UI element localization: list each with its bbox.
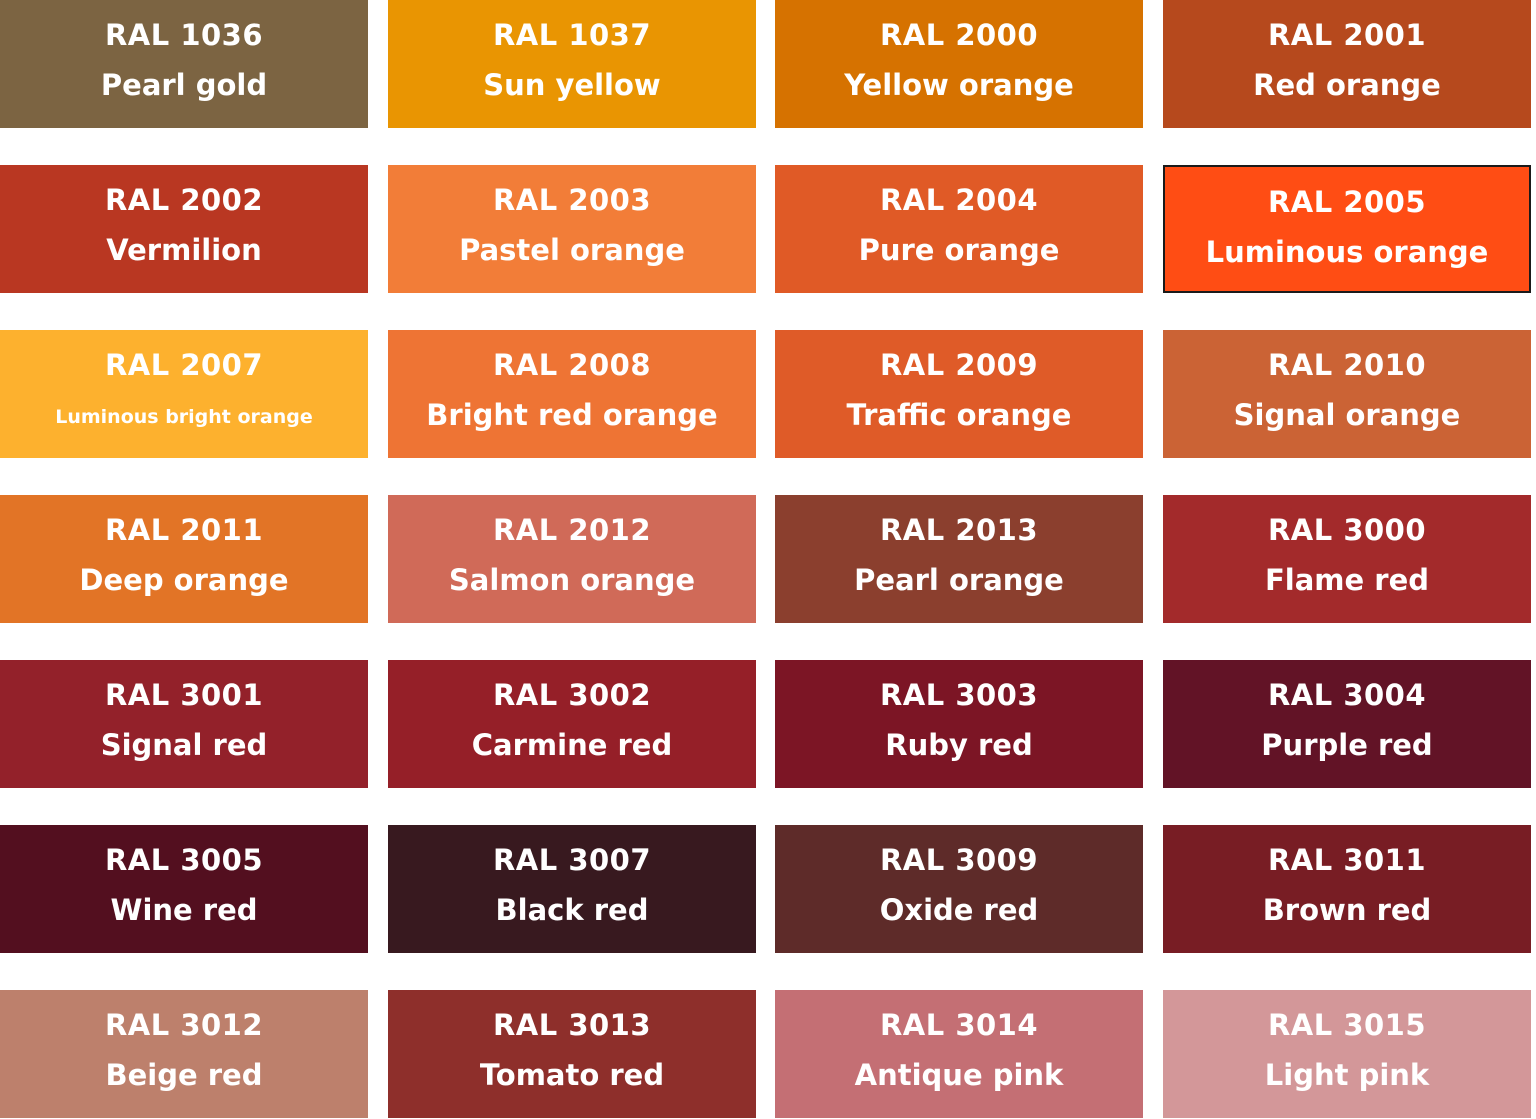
swatch-code: RAL 3004 <box>1267 678 1427 712</box>
color-swatch[interactable]: RAL 3015 Light pink <box>1163 990 1531 1118</box>
color-swatch[interactable]: RAL 1036 Pearl gold <box>0 0 368 128</box>
color-swatch[interactable]: RAL 2003 Pastel orange <box>388 165 756 293</box>
swatch-name: Oxide red <box>879 893 1039 927</box>
color-swatch[interactable]: RAL 3005 Wine red <box>0 825 368 953</box>
color-swatch[interactable]: RAL 3001 Signal red <box>0 660 368 788</box>
swatch-name: Salmon orange <box>448 563 696 597</box>
color-swatch[interactable]: RAL 3009 Oxide red <box>775 825 1143 953</box>
color-swatch[interactable]: RAL 3012 Beige red <box>0 990 368 1118</box>
swatch-code: RAL 2007 <box>104 348 264 382</box>
color-swatch[interactable]: RAL 2010 Signal orange <box>1163 330 1531 458</box>
color-swatch[interactable]: RAL 2000 Yellow orange <box>775 0 1143 128</box>
color-swatch[interactable]: RAL 2009 Traffic orange <box>775 330 1143 458</box>
swatch-code: RAL 3012 <box>104 1008 264 1042</box>
swatch-name: Wine red <box>110 893 258 927</box>
color-swatch[interactable]: RAL 3003 Ruby red <box>775 660 1143 788</box>
swatch-code: RAL 3009 <box>879 843 1039 877</box>
swatch-name: Black red <box>495 893 649 927</box>
swatch-code: RAL 2003 <box>492 183 652 217</box>
swatch-code: RAL 2012 <box>492 513 652 547</box>
swatch-code: RAL 3001 <box>104 678 264 712</box>
swatch-name: Light pink <box>1264 1058 1430 1092</box>
swatch-name: Vermilion <box>106 233 262 267</box>
swatch-name: Pastel orange <box>459 233 685 267</box>
swatch-name: Ruby red <box>885 728 1033 762</box>
swatch-name: Signal red <box>100 728 268 762</box>
swatch-name: Beige red <box>105 1058 263 1092</box>
swatch-code: RAL 2010 <box>1267 348 1427 382</box>
swatch-code: RAL 2004 <box>879 183 1039 217</box>
swatch-code: RAL 3015 <box>1267 1008 1427 1042</box>
swatch-code: RAL 2013 <box>879 513 1039 547</box>
color-swatch[interactable]: RAL 2008 Bright red orange <box>388 330 756 458</box>
swatch-code: RAL 2000 <box>879 18 1039 52</box>
swatch-name: Brown red <box>1262 893 1432 927</box>
swatch-code: RAL 2001 <box>1267 18 1427 52</box>
swatch-code: RAL 3005 <box>104 843 264 877</box>
swatch-name: Luminous bright orange <box>55 406 313 428</box>
swatch-name: Flame red <box>1264 563 1430 597</box>
swatch-name: Pearl orange <box>854 563 1064 597</box>
swatch-code: RAL 3000 <box>1267 513 1427 547</box>
swatch-name: Red orange <box>1253 68 1441 102</box>
color-swatch[interactable]: RAL 2013 Pearl orange <box>775 495 1143 623</box>
color-swatch[interactable]: RAL 2007 Luminous bright orange <box>0 330 368 458</box>
color-swatch[interactable]: RAL 2005 Luminous orange <box>1163 165 1531 293</box>
color-swatch[interactable]: RAL 2012 Salmon orange <box>388 495 756 623</box>
swatch-code: RAL 3013 <box>492 1008 652 1042</box>
swatch-code: RAL 2011 <box>104 513 264 547</box>
color-swatch[interactable]: RAL 3014 Antique pink <box>775 990 1143 1118</box>
swatch-name: Antique pink <box>854 1058 1064 1092</box>
color-swatch[interactable]: RAL 2011 Deep orange <box>0 495 368 623</box>
color-swatch[interactable]: RAL 2004 Pure orange <box>775 165 1143 293</box>
swatch-code: RAL 2005 <box>1267 185 1427 219</box>
color-swatch[interactable]: RAL 3002 Carmine red <box>388 660 756 788</box>
color-swatch[interactable]: RAL 3011 Brown red <box>1163 825 1531 953</box>
color-swatch[interactable]: RAL 3013 Tomato red <box>388 990 756 1118</box>
swatch-name: Purple red <box>1261 728 1433 762</box>
swatch-name: Tomato red <box>479 1058 665 1092</box>
swatch-code: RAL 1036 <box>104 18 264 52</box>
color-swatch[interactable]: RAL 3004 Purple red <box>1163 660 1531 788</box>
swatch-code: RAL 3002 <box>492 678 652 712</box>
swatch-name: Carmine red <box>471 728 673 762</box>
swatch-code: RAL 2002 <box>104 183 264 217</box>
swatch-name: Yellow orange <box>844 68 1074 102</box>
swatch-code: RAL 3007 <box>492 843 652 877</box>
color-swatch[interactable]: RAL 2002 Vermilion <box>0 165 368 293</box>
color-swatch[interactable]: RAL 1037 Sun yellow <box>388 0 756 128</box>
color-swatch[interactable]: RAL 3000 Flame red <box>1163 495 1531 623</box>
swatch-name: Sun yellow <box>483 68 661 102</box>
color-swatch[interactable]: RAL 3007 Black red <box>388 825 756 953</box>
swatch-code: RAL 2009 <box>879 348 1039 382</box>
swatch-code: RAL 3014 <box>879 1008 1039 1042</box>
swatch-code: RAL 3011 <box>1267 843 1427 877</box>
swatch-name: Signal orange <box>1233 398 1461 432</box>
swatch-name: Pure orange <box>858 233 1060 267</box>
swatch-name: Bright red orange <box>426 398 718 432</box>
swatch-name: Pearl gold <box>100 68 268 102</box>
swatch-name: Luminous orange <box>1205 235 1489 269</box>
swatch-code: RAL 3003 <box>879 678 1039 712</box>
swatch-code: RAL 2008 <box>492 348 652 382</box>
color-swatch[interactable]: RAL 2001 Red orange <box>1163 0 1531 128</box>
swatch-name: Deep orange <box>79 563 289 597</box>
swatch-code: RAL 1037 <box>492 18 652 52</box>
swatch-name: Traffic orange <box>846 398 1072 432</box>
